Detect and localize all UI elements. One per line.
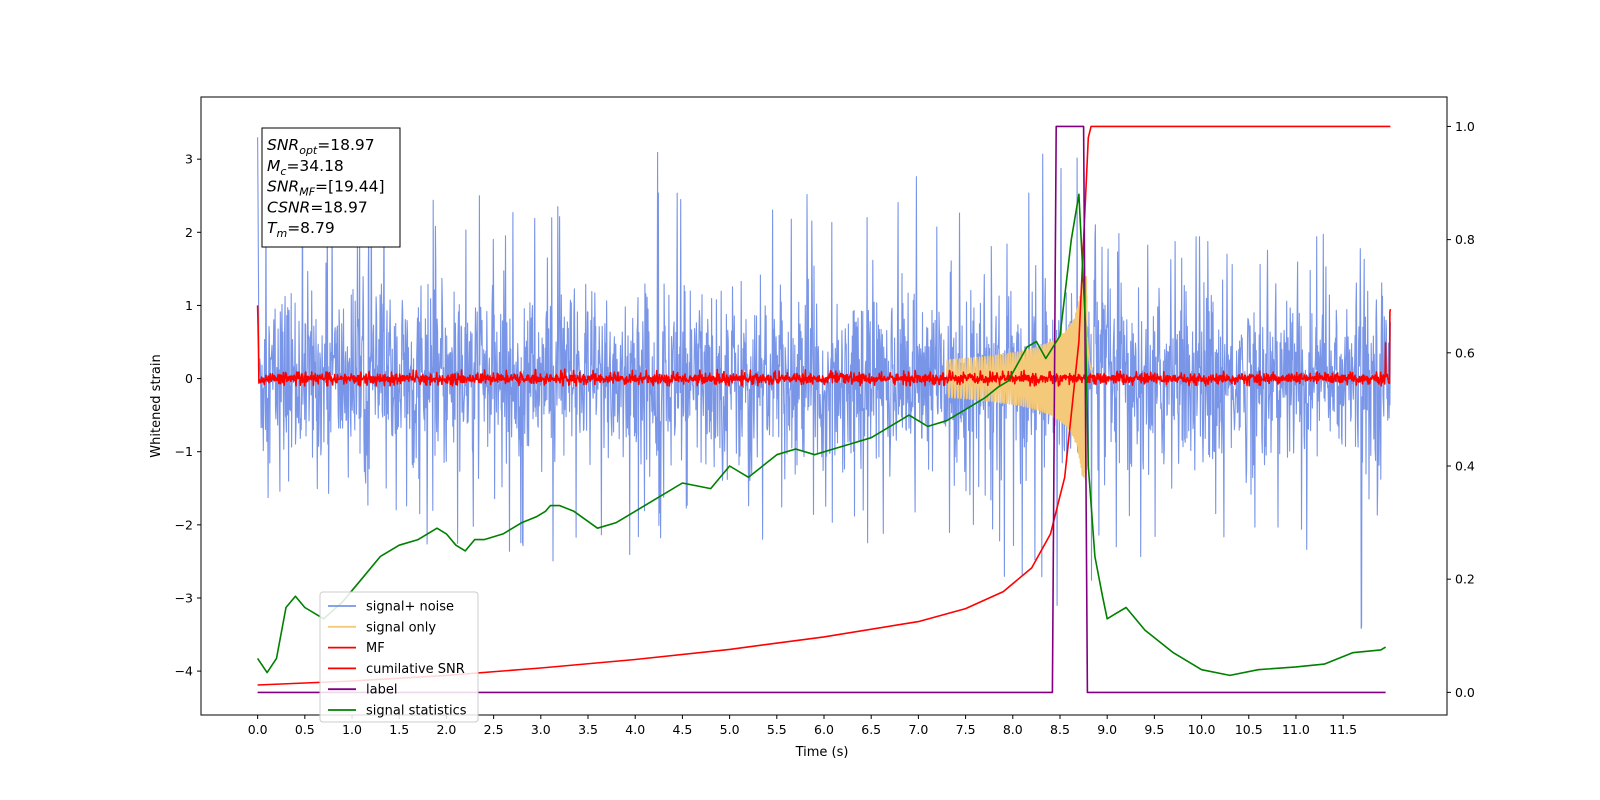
y2-tick-label: 0.4 bbox=[1455, 458, 1475, 473]
x-tick-label: 11.0 bbox=[1282, 722, 1310, 737]
x-tick-label: 9.0 bbox=[1097, 722, 1117, 737]
x-tick-label: 3.5 bbox=[578, 722, 598, 737]
y-tick-label: −3 bbox=[175, 590, 193, 605]
x-tick-label: 4.5 bbox=[672, 722, 692, 737]
legend-label: signal statistics bbox=[366, 704, 467, 719]
legend-label: signal only bbox=[366, 620, 436, 635]
legend-label: signal+ noise bbox=[366, 600, 454, 615]
legend-label: cumilative SNR bbox=[366, 662, 465, 677]
x-tick-label: 9.5 bbox=[1144, 722, 1164, 737]
x-tick-label: 7.0 bbox=[908, 722, 928, 737]
x-tick-label: 7.5 bbox=[956, 722, 976, 737]
x-tick-label: 3.0 bbox=[531, 722, 551, 737]
y-tick-label: 1 bbox=[185, 298, 193, 313]
x-axis-label: Time (s) bbox=[795, 745, 849, 760]
annotation-line: Mc=34.18 bbox=[267, 157, 344, 178]
series-mf bbox=[256, 305, 1392, 387]
annotation-line: SNRopt=18.97 bbox=[267, 136, 375, 157]
x-tick-label: 2.0 bbox=[436, 722, 456, 737]
y-tick-label: 0 bbox=[185, 371, 193, 386]
series-signal-noise bbox=[257, 137, 1391, 629]
series-cumilative-snr bbox=[257, 125, 1391, 686]
annotation-line: CSNR=18.97 bbox=[267, 198, 368, 216]
y-tick-label: 3 bbox=[185, 152, 193, 167]
series-label bbox=[257, 125, 1386, 694]
y-tick-label: −2 bbox=[175, 517, 193, 532]
x-tick-label: 8.0 bbox=[1003, 722, 1023, 737]
y2-tick-label: 0.0 bbox=[1455, 685, 1475, 700]
y-axis-right: 1.0 0.8 0.6 0.4 0.2 0.0 bbox=[1447, 119, 1475, 700]
annotation-line: SNRMF=[19.44] bbox=[267, 178, 385, 199]
y-tick-label: 2 bbox=[185, 225, 193, 240]
annotation-line: Tm=8.79 bbox=[267, 219, 335, 240]
series-layer bbox=[256, 125, 1392, 694]
x-axis: 0.0 0.5 1.0 1.5 2.0 2.5 3.0 3.5 4.0 4.5 5.0 5.5 6.0 6… bbox=[248, 715, 1357, 737]
y-axis-label: Whitened strain bbox=[149, 354, 164, 457]
x-tick-label: 6.0 bbox=[814, 722, 834, 737]
x-tick-label: 1.5 bbox=[389, 722, 409, 737]
y2-tick-label: 0.6 bbox=[1455, 345, 1475, 360]
x-tick-label: 0.5 bbox=[295, 722, 315, 737]
series-signal-statistics bbox=[256, 193, 1387, 677]
x-tick-label: 5.0 bbox=[720, 722, 740, 737]
annotation-box: SNRopt=18.97Mc=34.18SNRMF=[19.44]CSNR=18… bbox=[261, 127, 401, 248]
x-tick-label: 5.5 bbox=[767, 722, 787, 737]
x-tick-label: 10.5 bbox=[1235, 722, 1263, 737]
x-tick-label: 0.0 bbox=[248, 722, 268, 737]
legend: signal+ noise signal only MF cumilative SNR… bbox=[319, 591, 479, 723]
x-tick-label: 1.0 bbox=[342, 722, 362, 737]
y-axis-left: 3 2 1 0 −1 −2 −3 −4 bbox=[175, 152, 201, 679]
x-tick-label: 11.5 bbox=[1329, 722, 1357, 737]
y2-tick-label: 0.2 bbox=[1455, 572, 1475, 587]
y2-tick-label: 0.8 bbox=[1455, 232, 1475, 247]
x-tick-label: 2.5 bbox=[484, 722, 504, 737]
legend-label: label bbox=[366, 683, 397, 698]
y2-tick-label: 1.0 bbox=[1455, 119, 1475, 134]
x-tick-label: 10.0 bbox=[1188, 722, 1216, 737]
y-tick-label: −4 bbox=[175, 664, 193, 679]
x-tick-label: 4.0 bbox=[625, 722, 645, 737]
x-tick-label: 8.5 bbox=[1050, 722, 1070, 737]
x-tick-label: 6.5 bbox=[861, 722, 881, 737]
y-tick-label: −1 bbox=[175, 444, 193, 459]
series-signal-only bbox=[945, 275, 1094, 481]
legend-label: MF bbox=[366, 641, 385, 656]
